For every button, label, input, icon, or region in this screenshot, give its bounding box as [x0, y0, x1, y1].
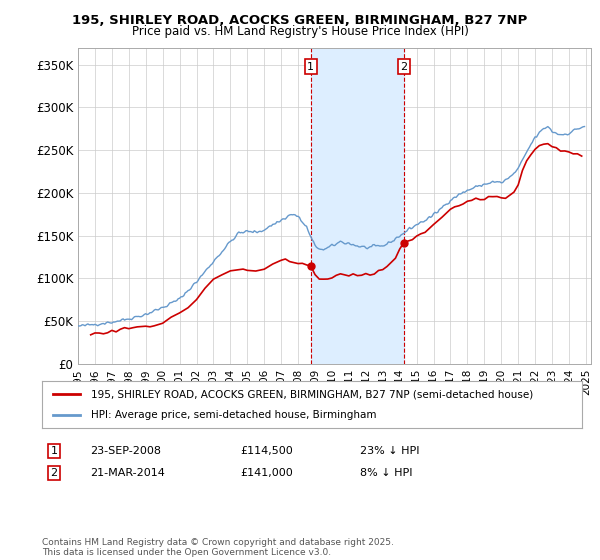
Text: 195, SHIRLEY ROAD, ACOCKS GREEN, BIRMINGHAM, B27 7NP (semi-detached house): 195, SHIRLEY ROAD, ACOCKS GREEN, BIRMING… — [91, 389, 533, 399]
Text: Price paid vs. HM Land Registry's House Price Index (HPI): Price paid vs. HM Land Registry's House … — [131, 25, 469, 38]
Text: 2: 2 — [400, 62, 407, 72]
Text: 8% ↓ HPI: 8% ↓ HPI — [360, 468, 413, 478]
Text: 1: 1 — [307, 62, 314, 72]
Text: 21-MAR-2014: 21-MAR-2014 — [90, 468, 165, 478]
Text: £141,000: £141,000 — [240, 468, 293, 478]
Text: £114,500: £114,500 — [240, 446, 293, 456]
Text: 23-SEP-2008: 23-SEP-2008 — [90, 446, 161, 456]
Text: 2: 2 — [50, 468, 58, 478]
Text: HPI: Average price, semi-detached house, Birmingham: HPI: Average price, semi-detached house,… — [91, 410, 376, 420]
Bar — [311, 48, 404, 364]
Text: 23% ↓ HPI: 23% ↓ HPI — [360, 446, 419, 456]
Text: 195, SHIRLEY ROAD, ACOCKS GREEN, BIRMINGHAM, B27 7NP: 195, SHIRLEY ROAD, ACOCKS GREEN, BIRMING… — [73, 14, 527, 27]
Text: 1: 1 — [50, 446, 58, 456]
Text: Contains HM Land Registry data © Crown copyright and database right 2025.
This d: Contains HM Land Registry data © Crown c… — [42, 538, 394, 557]
